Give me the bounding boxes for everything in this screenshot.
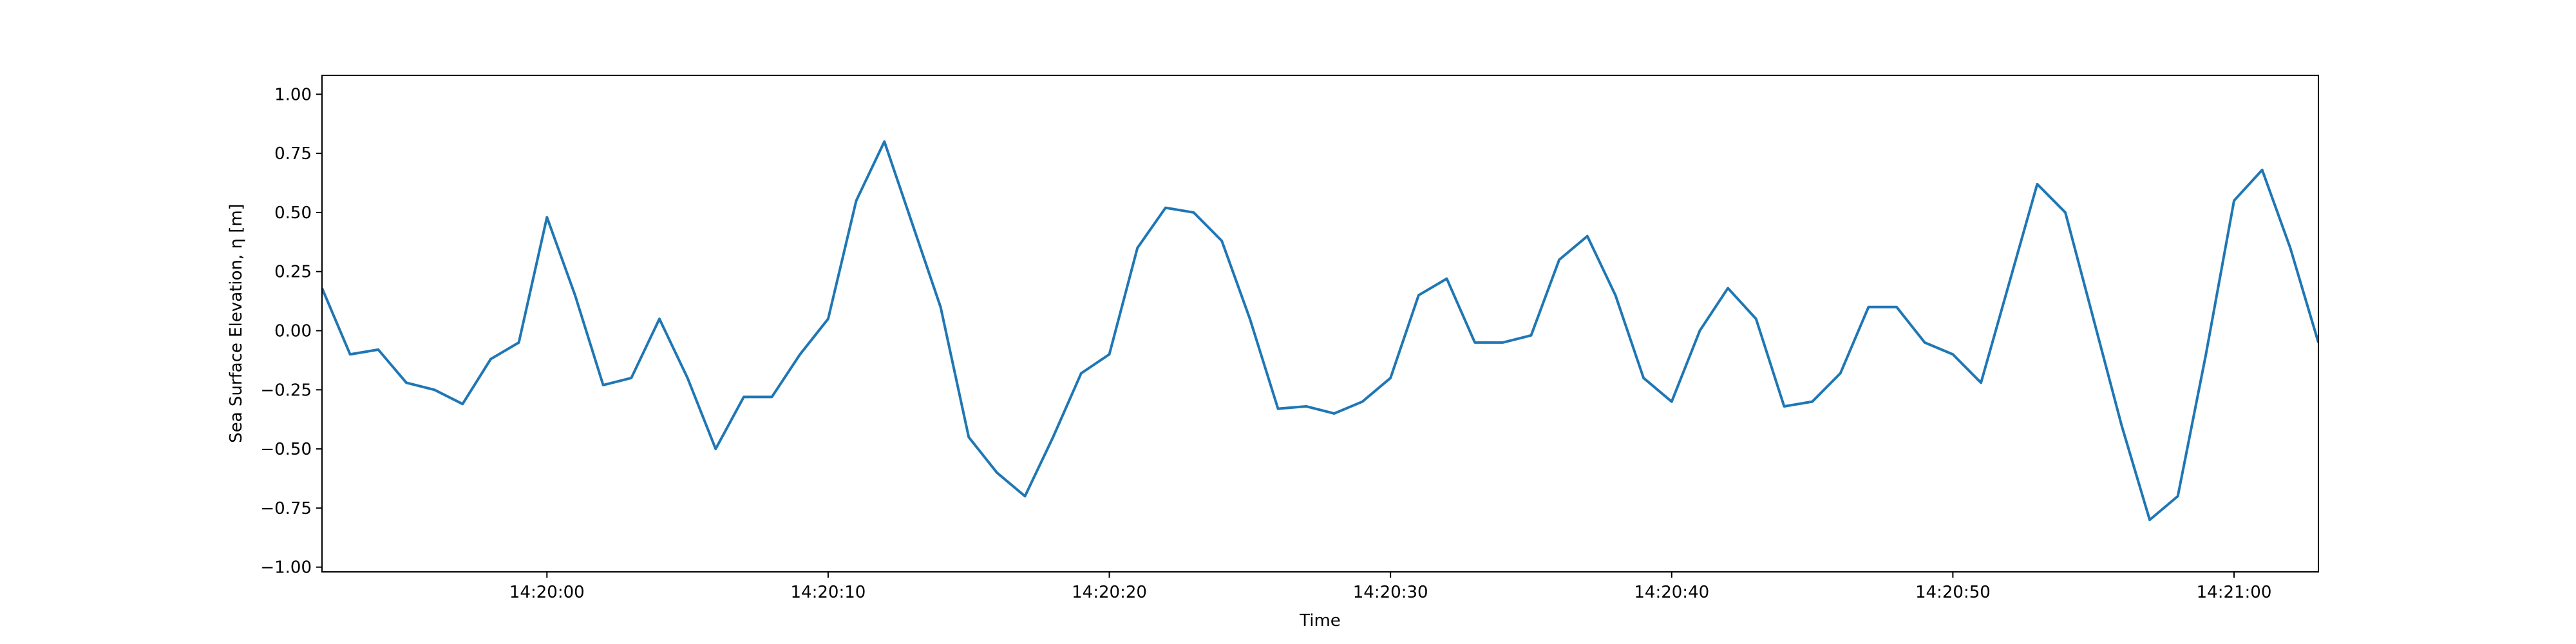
y-tick-label: 1.00 <box>274 85 312 104</box>
x-tick-label: 14:20:20 <box>1072 583 1147 602</box>
x-tick-label: 14:20:40 <box>1634 583 1709 602</box>
x-tick-label: 14:21:00 <box>2197 583 2272 602</box>
y-tick-label: −0.25 <box>260 381 312 400</box>
y-tick-label: 0.25 <box>274 263 312 282</box>
x-axis-label: Time <box>1299 611 1341 630</box>
x-tick-label: 14:20:30 <box>1353 583 1428 602</box>
y-axis-label: Sea Surface Elevation, η [m] <box>227 204 246 443</box>
x-tick-label: 14:20:50 <box>1915 583 1991 602</box>
y-tick-label: 0.00 <box>274 322 312 341</box>
y-tick-label: −0.50 <box>260 440 312 459</box>
x-tick-label: 14:20:10 <box>791 583 866 602</box>
x-tick-label: 14:20:00 <box>509 583 585 602</box>
plot-frame <box>321 75 2319 573</box>
y-tick-label: −0.75 <box>260 499 312 518</box>
data-line <box>322 140 2318 522</box>
y-tick-label: 0.50 <box>274 204 312 223</box>
y-tick-label: −1.00 <box>260 558 312 578</box>
y-tick-label: 0.75 <box>274 144 312 164</box>
